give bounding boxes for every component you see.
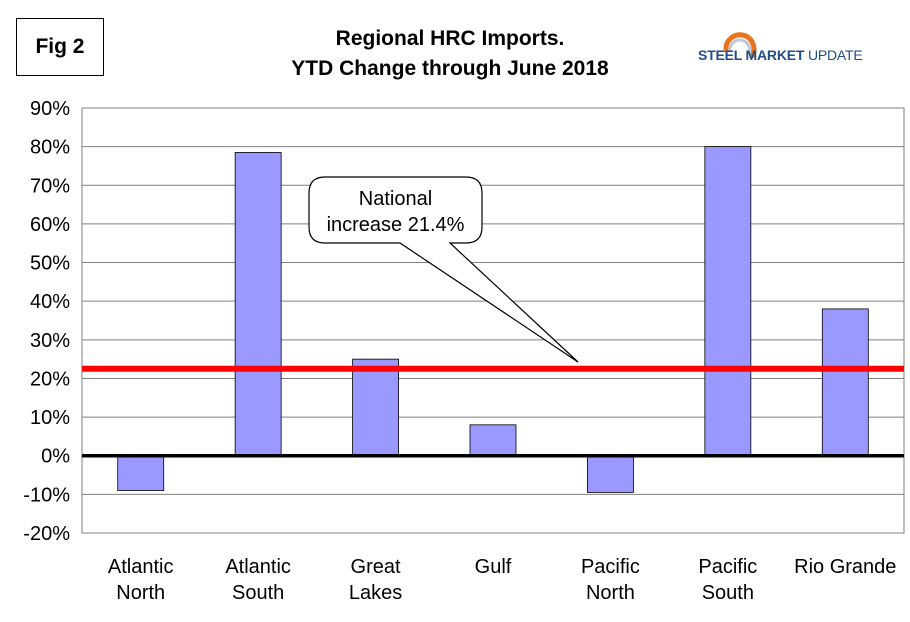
bar [704, 146, 752, 457]
y-tick-label: 50% [30, 253, 70, 275]
x-axis-label: Rio Grande [794, 556, 896, 578]
steel-market-update-logo: STEEL MARKET UPDATE [692, 32, 863, 74]
plot-area-border [81, 107, 905, 534]
callout-bubble [308, 176, 579, 363]
x-axis-label: Lakes [349, 582, 402, 604]
figure-label: Fig 2 [16, 18, 104, 76]
x-axis-label: North [116, 582, 165, 604]
x-axis-label: South [232, 582, 284, 604]
bar [117, 455, 165, 491]
x-axis-label: Atlantic [108, 556, 174, 578]
x-axis-label: Great [351, 556, 401, 578]
x-axis-label: South [702, 582, 754, 604]
y-tick-label: -20% [23, 523, 70, 545]
bars [117, 146, 869, 493]
x-axis-label: Pacific [698, 556, 757, 578]
bar [587, 455, 634, 493]
y-tick-label: 70% [30, 175, 70, 197]
y-tick-label: 0% [41, 446, 70, 468]
chart-title-line-1: Regional HRC Imports. [335, 27, 565, 50]
logo-text: STEEL MARKET UPDATE [698, 47, 863, 63]
y-tick-label: 60% [30, 214, 70, 236]
callout-text-line-2: increase 21.4% [327, 214, 465, 236]
swoosh-logo-icon [723, 32, 757, 59]
logo-text-bold: STEEL MARKET [698, 47, 805, 63]
y-axis-tick-labels: -20% -10% 0% 10% 20% 30% 40% 50% 60% 70% 80% 90% [23, 98, 70, 545]
reference-lines [82, 365, 904, 458]
bar [352, 358, 399, 457]
x-axis-label: Atlantic [225, 556, 291, 578]
y-tick-label: 30% [30, 330, 70, 352]
bar [821, 308, 869, 457]
x-axis-label: North [586, 582, 635, 604]
chart-title: Regional HRC Imports. YTD Change through… [240, 24, 660, 84]
bar [469, 424, 517, 457]
bar [234, 152, 282, 457]
chart-title-line-2: YTD Change through June 2018 [291, 57, 609, 80]
logo-text-light: UPDATE [807, 47, 863, 63]
grid-lines [81, 107, 905, 534]
x-axis-label: Pacific [581, 556, 640, 578]
y-tick-label: 20% [30, 368, 70, 390]
x-axis-labels: Atlantic North Atlantic South Great Lakes Gulf… [108, 556, 897, 604]
y-tick-label: 80% [30, 137, 70, 159]
callout-text-line-1: National [359, 188, 432, 210]
y-tick-label: 40% [30, 291, 70, 313]
y-tick-label: -10% [23, 484, 70, 506]
x-axis-label: Gulf [475, 556, 512, 578]
y-tick-label: 10% [30, 407, 70, 429]
y-tick-label: 90% [30, 98, 70, 120]
annotation-callout: National increase 21.4% [308, 176, 579, 363]
